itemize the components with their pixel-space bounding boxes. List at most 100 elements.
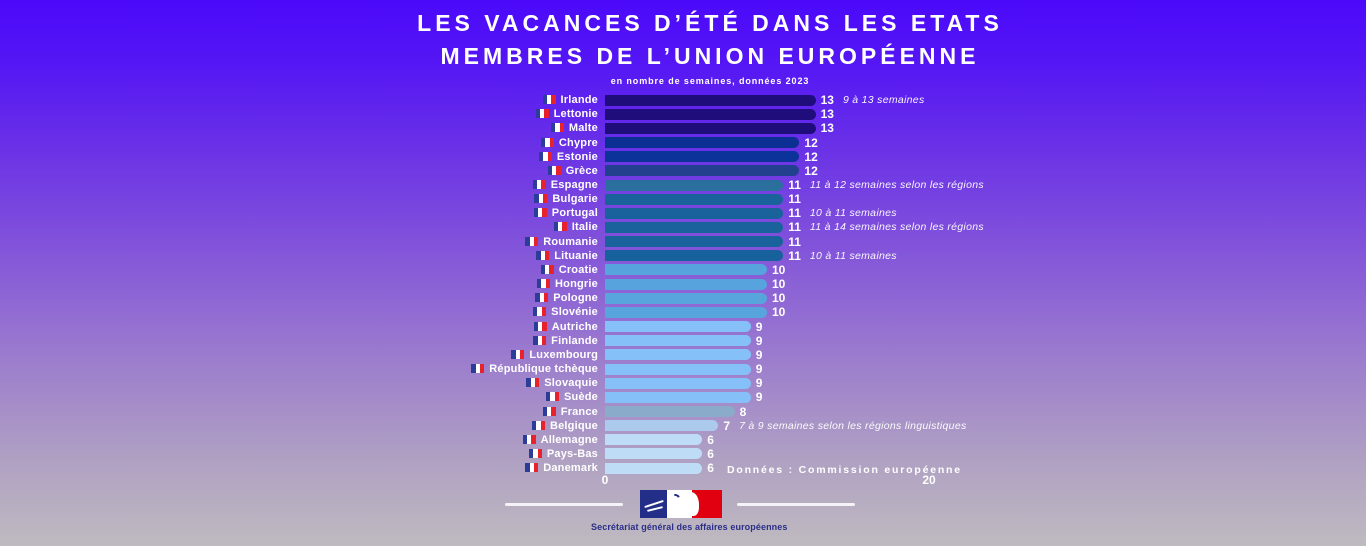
country-name: Suède <box>563 391 598 404</box>
france-flag-icon <box>542 406 556 416</box>
france-flag-icon <box>533 321 547 331</box>
bar <box>605 264 767 276</box>
bar-value: 13 <box>820 93 834 108</box>
bar <box>605 221 784 233</box>
country-label: Irlande <box>0 94 598 106</box>
country-label: Grèce <box>0 165 598 177</box>
chart-row: Irlande 13 9 à 13 semaines <box>0 93 1366 107</box>
bar <box>605 179 784 191</box>
page-title-line2: MEMBRES DE L’UNION EUROPÉENNE <box>440 43 980 69</box>
chart-row: Bulgarie 11 <box>0 192 1366 206</box>
bar-value: 9 <box>755 390 763 405</box>
chart-row: Chypre 12 <box>0 135 1366 150</box>
country-label: République tchèque <box>0 363 598 375</box>
bar-annotation: 10 à 11 semaines <box>809 207 897 220</box>
chart-row: République tchèque 9 <box>0 362 1366 376</box>
france-flag-icon <box>522 434 536 444</box>
bar-value: 12 <box>804 149 818 164</box>
bar-value: 11 <box>788 192 801 207</box>
country-label: Lettonie <box>0 108 598 120</box>
france-flag-icon <box>540 264 554 274</box>
chart-row: Slovaquie 9 <box>0 376 1366 390</box>
data-source-label: Données : Commission européenne <box>727 464 962 476</box>
bar <box>605 292 767 304</box>
bar-value: 11 <box>788 206 801 221</box>
french-republic-logo <box>640 490 722 518</box>
bar-annotation: 10 à 11 semaines <box>809 249 897 262</box>
bar-value: 10 <box>772 262 786 277</box>
logo-caption: Secrétariat général des affaires europée… <box>591 522 788 532</box>
country-label: Pologne <box>0 292 598 304</box>
bar-value: 11 <box>788 220 801 235</box>
france-flag-icon <box>526 378 540 388</box>
country-name: Autriche <box>551 320 598 333</box>
decorative-line-left <box>505 503 623 506</box>
chart-row: Lituanie 11 10 à 11 semaines <box>0 249 1366 263</box>
country-label: Slovaquie <box>0 377 598 389</box>
marianne-profile-icon <box>692 492 699 516</box>
logo-blue-panel <box>640 490 667 518</box>
chart-row: Roumanie 11 <box>0 235 1366 249</box>
country-label: Luxembourg <box>0 349 598 361</box>
chart-row: Portugal 11 10 à 11 semaines <box>0 206 1366 220</box>
france-flag-icon <box>542 95 556 105</box>
country-name: Estonie <box>556 150 598 163</box>
country-name: Roumanie <box>543 235 598 248</box>
bar-value: 9 <box>755 319 763 334</box>
country-label: Lituanie <box>0 250 598 262</box>
country-name: Luxembourg <box>529 348 598 361</box>
country-name: République tchèque <box>489 363 598 376</box>
chart-row: Belgique 7 7 à 9 semaines selon les régi… <box>0 419 1366 433</box>
bar-value: 13 <box>820 107 834 122</box>
country-label: Roumanie <box>0 236 598 248</box>
bar <box>605 165 800 177</box>
france-flag-icon <box>535 293 549 303</box>
bar <box>605 448 703 460</box>
country-label: Croatie <box>0 264 598 276</box>
country-name: Danemark <box>543 462 598 475</box>
chart-row: France 8 <box>0 404 1366 419</box>
bar <box>605 193 784 205</box>
bar <box>605 462 703 474</box>
bar <box>605 108 816 120</box>
france-flag-icon <box>532 180 546 190</box>
country-name: Portugal <box>551 207 598 220</box>
country-name: France <box>560 405 598 418</box>
bar <box>605 434 703 446</box>
bar <box>605 278 767 290</box>
chart-row: Estonie 12 <box>0 150 1366 164</box>
bar-annotation: 11 à 14 semaines selon les régions <box>809 221 984 234</box>
bar <box>605 321 751 333</box>
country-name: Espagne <box>550 179 598 192</box>
france-flag-icon <box>547 165 561 175</box>
chart-row: Hongrie 10 <box>0 277 1366 291</box>
bar-value: 9 <box>755 376 763 391</box>
bar <box>605 306 767 318</box>
country-label: Finlande <box>0 335 598 347</box>
france-flag-icon <box>511 349 525 359</box>
bar-value: 7 <box>723 418 731 433</box>
country-name: Grèce <box>565 164 598 177</box>
country-name: Slovénie <box>551 306 598 319</box>
bar-annotation: 7 à 9 semaines selon les régions linguis… <box>739 419 967 432</box>
bar <box>605 151 800 163</box>
france-flag-icon <box>540 137 554 147</box>
country-name: Allemagne <box>540 433 598 446</box>
country-label: Hongrie <box>0 278 598 290</box>
page-title-line1: LES VACANCES D’ÉTÉ DANS LES ETATS <box>417 10 1003 36</box>
country-name: Bulgarie <box>552 193 598 206</box>
bar-value: 11 <box>788 234 801 249</box>
country-label: Pays-Bas <box>0 448 598 460</box>
decorative-line-right <box>737 503 855 506</box>
bar <box>605 391 751 403</box>
bar <box>605 250 784 262</box>
france-flag-icon <box>553 222 567 232</box>
country-name: Italie <box>571 221 598 234</box>
country-label: Suède <box>0 391 598 403</box>
bar-annotation: 11 à 12 semaines selon les régions <box>809 179 984 192</box>
bar-value: 8 <box>739 404 747 419</box>
bar-value: 9 <box>755 347 763 362</box>
chart-row: Luxembourg 9 <box>0 348 1366 362</box>
country-label: Bulgarie <box>0 193 598 205</box>
